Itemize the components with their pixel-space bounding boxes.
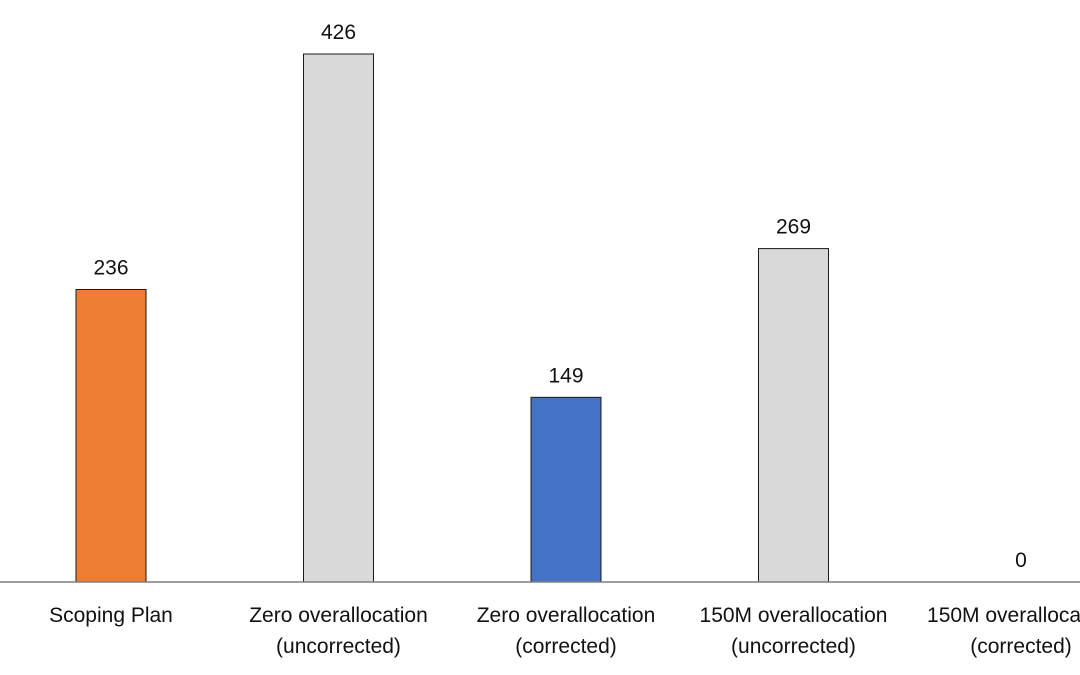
value-label-3: 269	[776, 216, 811, 239]
value-label-0: 236	[93, 256, 128, 279]
category-labels: Scoping Plan Zero overallocation (uncorrec…	[49, 604, 1080, 658]
bars	[75, 53, 829, 583]
category-label-2-line-0: Zero overallocation	[477, 604, 656, 627]
value-label-1: 426	[321, 21, 356, 44]
category-label-1-line-1: (uncorrected)	[276, 635, 401, 658]
category-label-2-line-1: (corrected)	[515, 635, 617, 658]
value-label-4: 0	[1015, 549, 1027, 572]
category-label-3-line-0: 150M overallocation	[700, 604, 888, 627]
category-label-4-line-1: (corrected)	[970, 635, 1072, 658]
category-label-1-line-0: Zero overallocation	[249, 604, 428, 627]
bar-1	[303, 53, 374, 583]
bar-3	[758, 248, 829, 583]
category-label-4-line-0: 150M overallocation	[927, 604, 1080, 627]
category-label-3-line-1: (uncorrected)	[731, 635, 856, 658]
value-label-2: 149	[548, 364, 583, 387]
bar-0	[75, 288, 147, 583]
category-label-0-line-0: Scoping Plan	[49, 604, 173, 627]
bar-2	[530, 396, 602, 583]
value-labels: 236 426 149 269 0	[93, 21, 1026, 572]
